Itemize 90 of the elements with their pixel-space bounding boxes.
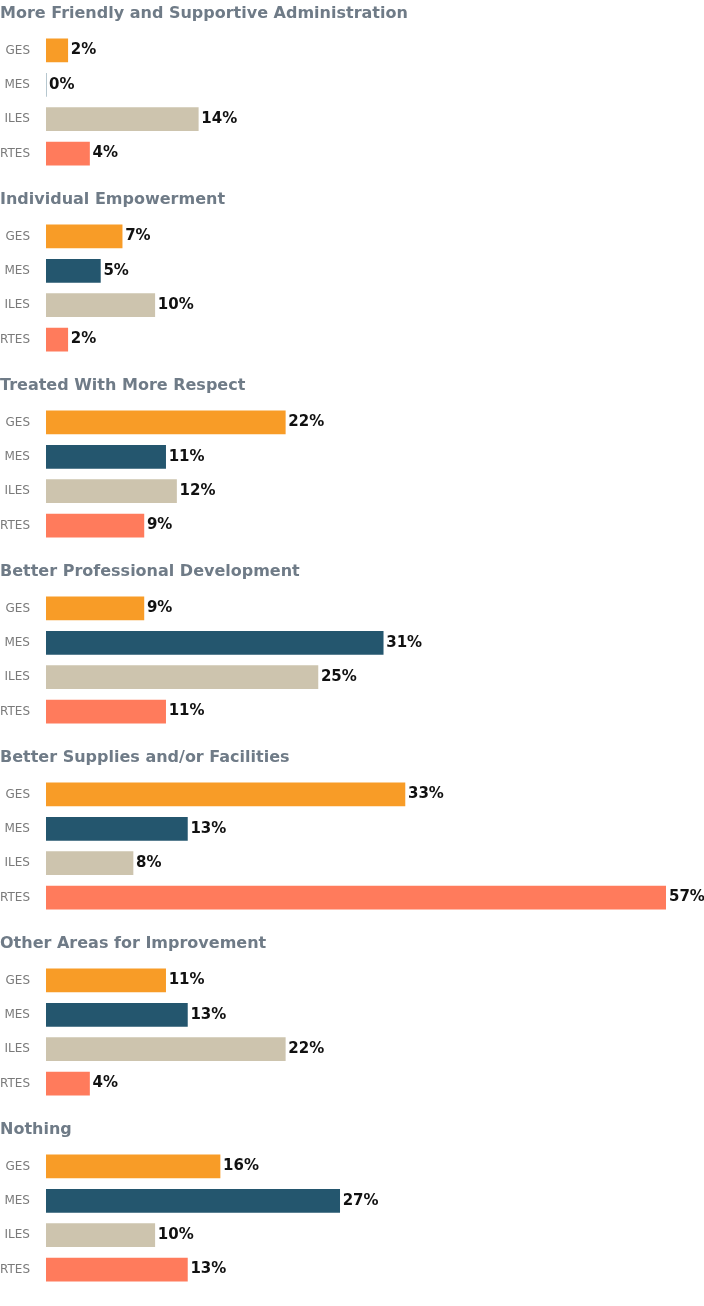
data-label: 12%: [179, 481, 216, 500]
data-label: 11%: [168, 970, 205, 989]
y-tick-label: MES: [4, 820, 30, 835]
bar: [46, 1037, 286, 1062]
data-label: 9%: [146, 598, 173, 617]
y-tick-label: GES: [5, 228, 30, 243]
data-label: 27%: [342, 1190, 379, 1209]
data-label: 14%: [201, 109, 238, 128]
bar: [46, 1071, 90, 1096]
y-tick-label: ILES: [4, 483, 30, 498]
chart-title: More Friendly and Supportive Administration: [0, 2, 408, 22]
bar: [46, 816, 188, 841]
data-label: 57%: [669, 887, 704, 906]
chart-title: Other Areas for Improvement: [0, 932, 267, 952]
data-label: 25%: [320, 667, 357, 686]
y-tick-label: MES: [4, 634, 30, 649]
y-tick-label: RTES: [0, 889, 30, 904]
y-tick-label: GES: [5, 972, 30, 987]
bar: [46, 410, 286, 435]
y-tick-label: GES: [5, 600, 30, 615]
bar: [46, 479, 177, 504]
data-label: 22%: [288, 412, 325, 431]
bar: [46, 596, 145, 621]
y-tick-label: ILES: [4, 297, 30, 312]
chart-title: Treated With More Respect: [0, 374, 246, 394]
bar: [46, 107, 199, 132]
data-label: 0%: [49, 74, 75, 93]
bar: [46, 851, 134, 876]
data-label: 31%: [386, 632, 423, 651]
y-tick-label: ILES: [4, 111, 30, 126]
y-tick-label: GES: [5, 42, 30, 57]
data-label: 5%: [103, 260, 129, 279]
data-label: 4%: [92, 1073, 118, 1092]
y-tick-label: MES: [4, 448, 30, 463]
y-tick-label: MES: [4, 1192, 30, 1207]
bar: [46, 444, 166, 469]
y-tick-label: GES: [5, 1158, 30, 1173]
chart-title: Better Supplies and/or Facilities: [0, 746, 290, 766]
y-tick-label: RTES: [0, 1075, 30, 1090]
bar: [46, 1223, 156, 1248]
data-label: 33%: [407, 784, 444, 803]
y-tick-label: ILES: [4, 1227, 30, 1242]
y-tick-label: ILES: [4, 669, 30, 684]
bar: [46, 630, 384, 655]
y-tick-label: MES: [4, 76, 30, 91]
bar: [46, 38, 69, 63]
bar: [46, 513, 145, 538]
data-label: 11%: [168, 701, 205, 720]
y-tick-label: RTES: [0, 703, 30, 718]
data-label: 16%: [223, 1156, 259, 1175]
data-label: 2%: [70, 329, 97, 348]
data-label: 10%: [157, 1225, 194, 1244]
y-tick-label: GES: [5, 414, 30, 429]
y-tick-label: ILES: [4, 855, 30, 870]
y-tick-label: RTES: [0, 331, 30, 346]
bar: [46, 224, 123, 249]
y-tick-label: RTES: [0, 145, 30, 160]
bar: [46, 141, 90, 166]
data-label: 8%: [136, 853, 162, 872]
data-label: 2%: [70, 40, 97, 59]
data-label: 7%: [125, 226, 151, 245]
chart-title: Nothing: [0, 1118, 72, 1138]
data-label: 4%: [92, 143, 118, 162]
bar: [46, 699, 166, 724]
y-tick-label: RTES: [0, 517, 30, 532]
data-label: 9%: [146, 515, 173, 534]
y-tick-label: MES: [4, 1006, 30, 1021]
data-label: 13%: [190, 1004, 227, 1023]
bar: [46, 293, 156, 318]
data-label: 13%: [190, 818, 227, 837]
data-label: 13%: [190, 1259, 227, 1278]
chart-title: Individual Empowerment: [0, 188, 226, 208]
y-tick-label: MES: [4, 262, 30, 277]
bar: [46, 885, 666, 910]
bar: [46, 1188, 341, 1213]
bar: [46, 782, 406, 807]
bar: [46, 327, 69, 352]
data-label: 22%: [288, 1039, 325, 1058]
data-label: 11%: [168, 446, 205, 465]
chart-title: Better Professional Development: [0, 560, 301, 580]
y-tick-label: ILES: [4, 1041, 30, 1056]
bar: [46, 1257, 188, 1282]
bar: [46, 968, 166, 993]
data-label: 10%: [157, 295, 194, 314]
bar: [46, 1002, 188, 1027]
bar: [46, 258, 101, 283]
bar: [46, 1154, 221, 1179]
bar: [46, 665, 319, 690]
y-tick-label: GES: [5, 786, 30, 801]
y-tick-label: RTES: [0, 1261, 30, 1276]
